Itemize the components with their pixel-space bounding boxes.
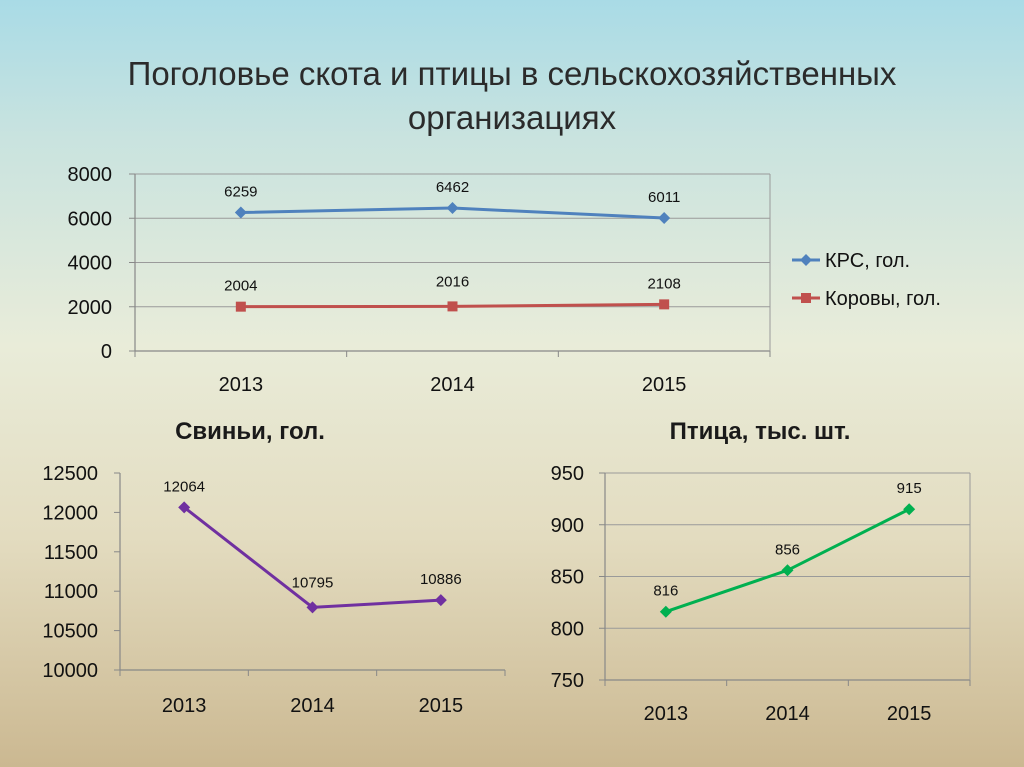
y-tick-label: 800 (551, 618, 584, 640)
data-point (903, 503, 916, 516)
data-label: 856 (775, 541, 800, 558)
slide-title-line1: Поголовье скота и птицы в сельскохозяйст… (127, 55, 897, 92)
y-tick-label: 950 (551, 463, 584, 485)
y-tick-label: 900 (551, 515, 584, 537)
legend-label: КРС, гол. (825, 250, 910, 272)
data-label: 12064 (163, 478, 205, 495)
data-point (306, 601, 319, 614)
data-point (434, 594, 447, 607)
x-tick-label: 2015 (887, 703, 932, 725)
data-point (235, 301, 246, 312)
data-label: 10886 (420, 571, 462, 588)
y-tick-label: 12500 (42, 463, 98, 485)
data-point (659, 299, 670, 310)
x-tick-label: 2013 (162, 695, 207, 717)
poultry-chart-title: Птица, тыс. шт. (669, 418, 851, 445)
data-label: 2108 (647, 275, 680, 292)
data-point (234, 206, 247, 219)
data-label: 915 (897, 480, 922, 497)
legend-marker (800, 254, 812, 266)
y-tick-label: 8000 (68, 164, 113, 186)
slide-title-line2: организациях (407, 99, 617, 136)
data-label: 6259 (224, 184, 257, 201)
x-tick-label: 2014 (290, 695, 335, 717)
data-point (178, 501, 191, 514)
y-tick-label: 10000 (42, 660, 98, 682)
data-point (658, 212, 671, 225)
data-point (447, 301, 458, 312)
slide-title: Поголовье скота и птицы в сельскохозяйст… (0, 52, 1024, 140)
x-tick-label: 2014 (765, 703, 810, 725)
data-point (446, 202, 459, 215)
x-tick-label: 2013 (644, 703, 689, 725)
y-tick-label: 11000 (44, 581, 98, 603)
y-tick-label: 12000 (42, 502, 98, 524)
y-tick-label: 2000 (68, 297, 113, 319)
data-label: 2004 (224, 278, 257, 295)
data-label: 10795 (292, 574, 334, 591)
data-label: 6011 (648, 189, 680, 206)
data-point (781, 564, 794, 577)
y-tick-label: 0 (101, 341, 112, 363)
legend-marker (801, 293, 811, 303)
x-tick-label: 2015 (419, 695, 464, 717)
y-tick-label: 750 (551, 670, 584, 692)
data-label: 6462 (436, 179, 469, 196)
series-line (183, 506, 441, 609)
y-tick-label: 11500 (44, 542, 98, 564)
y-tick-label: 850 (551, 567, 584, 589)
x-tick-label: 2015 (642, 374, 687, 396)
data-label: 816 (653, 583, 678, 600)
x-tick-label: 2013 (219, 374, 264, 396)
y-tick-label: 4000 (68, 253, 113, 275)
y-tick-label: 6000 (68, 208, 113, 230)
x-tick-label: 2014 (430, 374, 475, 396)
data-point (659, 605, 672, 618)
data-label: 2016 (436, 273, 469, 290)
pigs-chart-title: Свиньи, гол. (175, 418, 325, 445)
legend-label: Коровы, гол. (825, 288, 941, 310)
y-tick-label: 10500 (42, 621, 98, 643)
